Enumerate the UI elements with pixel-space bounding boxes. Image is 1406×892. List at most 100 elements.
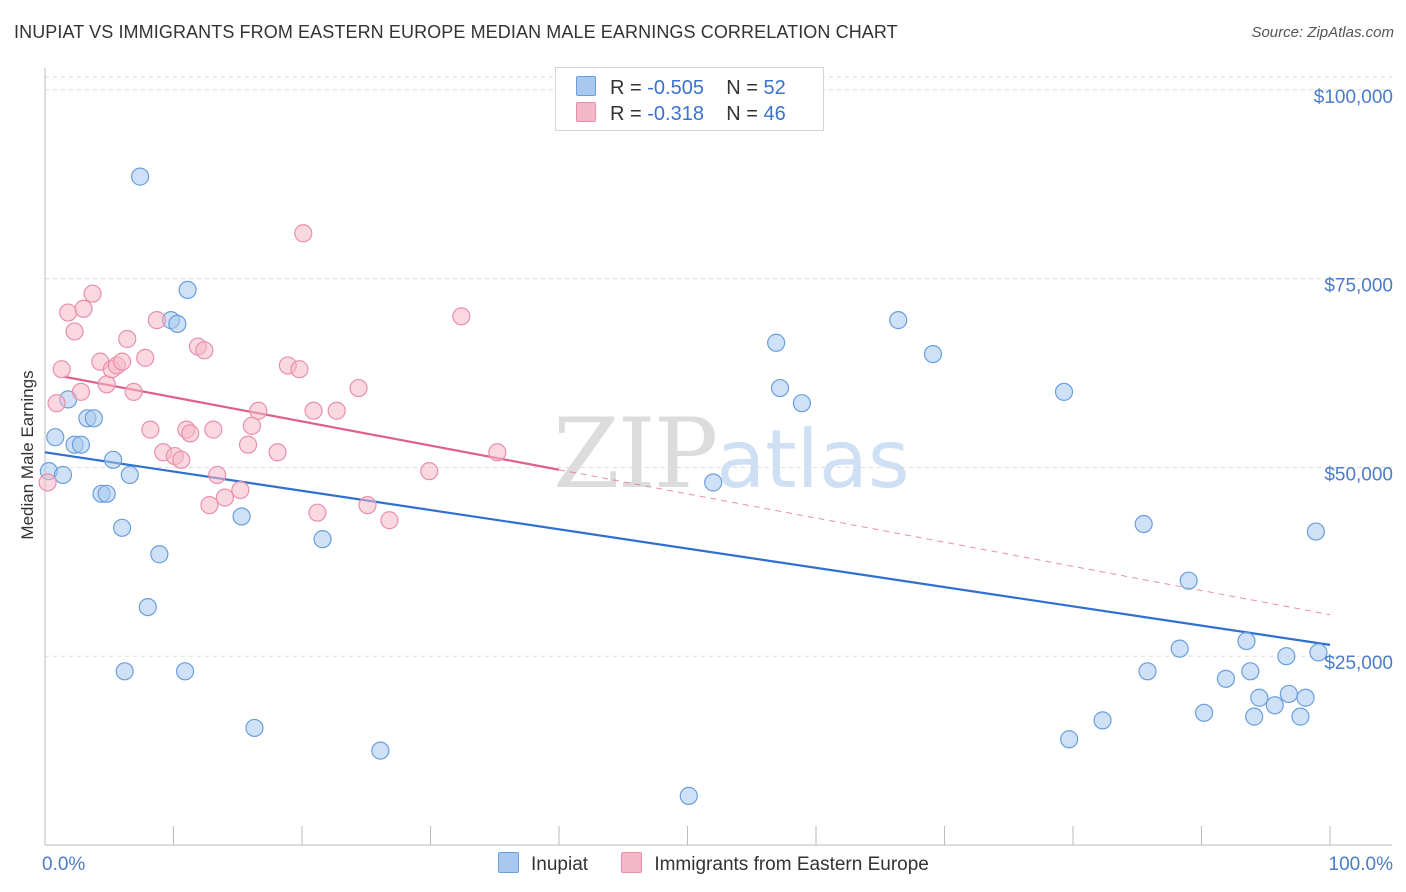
series-label-inupiat: Inupiat bbox=[531, 854, 589, 875]
legend-swatch-inupiat bbox=[576, 76, 596, 96]
y-axis-label: Median Male Earnings bbox=[18, 370, 37, 539]
y-tick-label: $25,000 bbox=[1324, 653, 1393, 674]
inupiat-point bbox=[53, 465, 73, 485]
eastern-europe-point bbox=[59, 303, 78, 322]
x-tick-label-max: 100.0% bbox=[1329, 854, 1394, 875]
inupiat-point bbox=[71, 435, 91, 454]
eastern-europe-point bbox=[147, 311, 166, 330]
eastern-europe-point bbox=[195, 341, 214, 360]
y-tick-label: $75,000 bbox=[1324, 276, 1393, 297]
eastern-europe-point bbox=[294, 224, 313, 243]
eastern-europe-point bbox=[290, 360, 309, 379]
inupiat-point bbox=[767, 333, 786, 352]
legend-n-label: N = bbox=[726, 77, 764, 99]
inupiat-point bbox=[150, 545, 169, 564]
eastern-europe-point bbox=[452, 307, 471, 326]
eastern-europe-point bbox=[83, 284, 102, 303]
eastern-europe-point bbox=[118, 329, 137, 349]
chart-title: INUPIAT VS IMMIGRANTS FROM EASTERN EUROP… bbox=[14, 22, 898, 42]
eastern-europe-point bbox=[308, 503, 327, 522]
eastern-europe-point bbox=[238, 435, 258, 454]
inupiat-point bbox=[313, 530, 332, 549]
eastern-europe-point bbox=[112, 352, 132, 371]
inupiat-point bbox=[232, 507, 251, 526]
eastern-europe-point bbox=[71, 382, 91, 401]
inupiat-point bbox=[138, 597, 157, 617]
y-tick-label: $50,000 bbox=[1324, 464, 1393, 485]
eastern-europe-point bbox=[349, 378, 368, 398]
legend-swatch-eastern-europe bbox=[576, 102, 596, 122]
eastern-europe-point bbox=[327, 401, 346, 420]
inupiat-point bbox=[97, 484, 116, 503]
eastern-europe-point bbox=[172, 450, 191, 469]
watermark-zip: ZIP bbox=[553, 398, 718, 510]
legend-n-label: N = bbox=[726, 103, 764, 125]
inupiat-point bbox=[115, 662, 134, 681]
inupiat-point bbox=[1179, 571, 1198, 590]
legend-row-eastern-europe: R = -0.318 N = 46 bbox=[576, 102, 786, 126]
axes bbox=[44, 68, 1392, 846]
eastern-europe-point bbox=[268, 443, 287, 462]
inupiat-point bbox=[1237, 631, 1256, 651]
eastern-europe-point bbox=[242, 416, 261, 435]
eastern-europe-point bbox=[74, 299, 93, 318]
eastern-europe-point bbox=[200, 496, 219, 515]
x-tick-label-min: 0.0% bbox=[42, 854, 85, 875]
series-swatch-eastern-europe bbox=[621, 852, 643, 873]
inupiat-point bbox=[704, 473, 723, 492]
correlation-legend: R = -0.505 N = 52 R = -0.318 N = 46 bbox=[555, 67, 824, 131]
series-legend-inupiat[interactable]: Inupiat bbox=[498, 852, 588, 876]
inupiat-point bbox=[1054, 382, 1074, 401]
inupiat-point bbox=[1093, 711, 1112, 730]
eastern-europe-point bbox=[420, 462, 439, 481]
legend-n-value: 46 bbox=[763, 103, 786, 125]
inupiat-point bbox=[1277, 647, 1296, 666]
eastern-europe-point bbox=[249, 401, 268, 420]
trend-lines bbox=[44, 375, 1331, 646]
eastern-europe-point bbox=[47, 394, 66, 413]
inupiat-point bbox=[130, 167, 150, 186]
eastern-europe-point bbox=[231, 480, 250, 500]
inupiat-point bbox=[84, 409, 103, 428]
legend-n-value: 52 bbox=[763, 77, 786, 99]
legend-r-value: -0.318 bbox=[647, 103, 704, 125]
eastern-europe-point bbox=[380, 511, 399, 530]
eastern-europe-trend-extension bbox=[558, 469, 1331, 616]
eastern-europe-point bbox=[38, 473, 57, 492]
inupiat-point bbox=[1245, 707, 1264, 726]
legend-r-label: R = bbox=[610, 103, 648, 125]
series-swatch-inupiat bbox=[498, 852, 519, 873]
watermark: ZIPatlas bbox=[553, 398, 910, 510]
data-points bbox=[38, 167, 1328, 806]
inupiat-point bbox=[112, 518, 132, 537]
legend-row-inupiat: R = -0.505 N = 52 bbox=[576, 76, 786, 100]
inupiat-point bbox=[1309, 643, 1328, 662]
inupiat-point bbox=[1241, 662, 1260, 681]
eastern-europe-point bbox=[124, 382, 143, 401]
eastern-europe-point bbox=[65, 322, 84, 341]
inupiat-point bbox=[1170, 639, 1189, 658]
inupiat-point bbox=[168, 314, 187, 333]
inupiat-point bbox=[1060, 730, 1079, 749]
inupiat-point bbox=[770, 378, 790, 398]
eastern-europe-point bbox=[52, 360, 71, 379]
eastern-europe-point bbox=[204, 420, 223, 439]
eastern-europe-point bbox=[208, 465, 227, 485]
eastern-europe-point bbox=[141, 420, 160, 439]
inupiat-point bbox=[1138, 662, 1157, 681]
inupiat-point bbox=[1306, 522, 1325, 541]
inupiat-point bbox=[371, 741, 390, 760]
inupiat-point bbox=[923, 344, 943, 364]
inupiat-point bbox=[178, 280, 197, 299]
series-legend-eastern-europe[interactable]: Immigrants from Eastern Europe bbox=[621, 852, 929, 876]
eastern-europe-point bbox=[215, 488, 234, 507]
inupiat-point bbox=[1291, 707, 1310, 726]
watermark-atlas: atlas bbox=[716, 413, 910, 506]
gridlines bbox=[45, 76, 1392, 657]
y-tick-label: $100,000 bbox=[1314, 87, 1393, 108]
inupiat-trend-line bbox=[44, 451, 1331, 646]
inupiat-point bbox=[120, 465, 139, 485]
series-label-eastern-europe: Immigrants from Eastern Europe bbox=[654, 854, 929, 875]
legend-r-label: R = bbox=[610, 77, 648, 99]
